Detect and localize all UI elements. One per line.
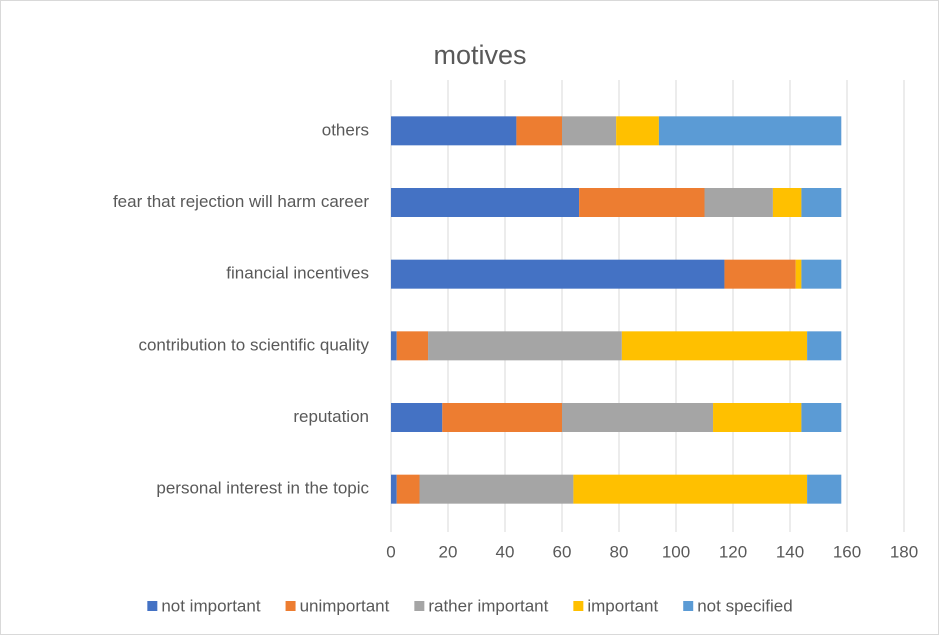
x-tick-label: 40 — [496, 542, 515, 561]
x-tick-label: 120 — [719, 542, 747, 561]
bar-segment — [621, 331, 808, 361]
bar-segment — [807, 331, 842, 361]
x-tick-label: 180 — [890, 542, 918, 561]
legend-swatch — [573, 601, 584, 611]
plot-area: 0 20 40 60 80 100 120 140 160 180 personal interes… — [113, 80, 918, 561]
x-tick-label: 160 — [833, 542, 861, 561]
bar-segment — [391, 259, 725, 289]
y-tick-label: others — [322, 120, 369, 139]
bar-segment — [801, 403, 842, 432]
bar-segment — [396, 331, 429, 361]
bar-segment — [573, 474, 808, 504]
legend-swatch — [147, 601, 158, 611]
legend-label: not specified — [697, 596, 792, 615]
y-tick-label: fear that rejection will harm career — [113, 192, 369, 211]
x-tick-label: 140 — [776, 542, 804, 561]
bar-segment — [562, 403, 714, 432]
chart-title: motives — [433, 40, 526, 70]
x-tick-label: 20 — [439, 542, 458, 561]
x-tick-label: 100 — [662, 542, 690, 561]
legend-swatch — [285, 601, 296, 611]
bar-segment — [428, 331, 622, 361]
y-tick-label: contribution to scientific quality — [138, 335, 369, 354]
bar-segment — [658, 116, 842, 146]
y-tick-label: personal interest in the topic — [156, 479, 369, 498]
bar-segment — [801, 188, 842, 217]
bar-segment — [391, 116, 517, 146]
y-tick-label: financial incentives — [226, 264, 369, 283]
legend-swatch — [683, 601, 694, 611]
bar-segment — [396, 474, 420, 504]
bar-segment — [801, 259, 842, 289]
bar-segment — [391, 188, 580, 217]
bar-segment — [562, 116, 617, 146]
bar-segment — [704, 188, 773, 217]
legend-label: rather important — [428, 596, 548, 615]
bar-segment — [579, 188, 705, 217]
bar-segment — [391, 403, 443, 432]
bar-segment — [772, 188, 802, 217]
bar-segment — [713, 403, 802, 432]
bar-segment — [616, 116, 659, 146]
legend-swatch — [414, 601, 425, 611]
x-tick-label: 0 — [386, 542, 395, 561]
bar-segment — [516, 116, 562, 146]
x-tick-label: 80 — [610, 542, 629, 561]
bar-segment — [442, 403, 562, 432]
legend-label: not important — [161, 596, 260, 615]
bar-segment — [795, 259, 802, 289]
x-tick-label: 60 — [553, 542, 572, 561]
legend: not important unimportant rather important… — [147, 596, 793, 615]
legend-label: unimportant — [300, 596, 390, 615]
bar-segment — [807, 474, 842, 504]
bar-segment — [391, 474, 397, 504]
bar-segment — [724, 259, 796, 289]
y-tick-label: reputation — [293, 407, 369, 426]
bar-segment — [419, 474, 574, 504]
legend-label: important — [587, 596, 658, 615]
bar-segment — [391, 331, 397, 361]
